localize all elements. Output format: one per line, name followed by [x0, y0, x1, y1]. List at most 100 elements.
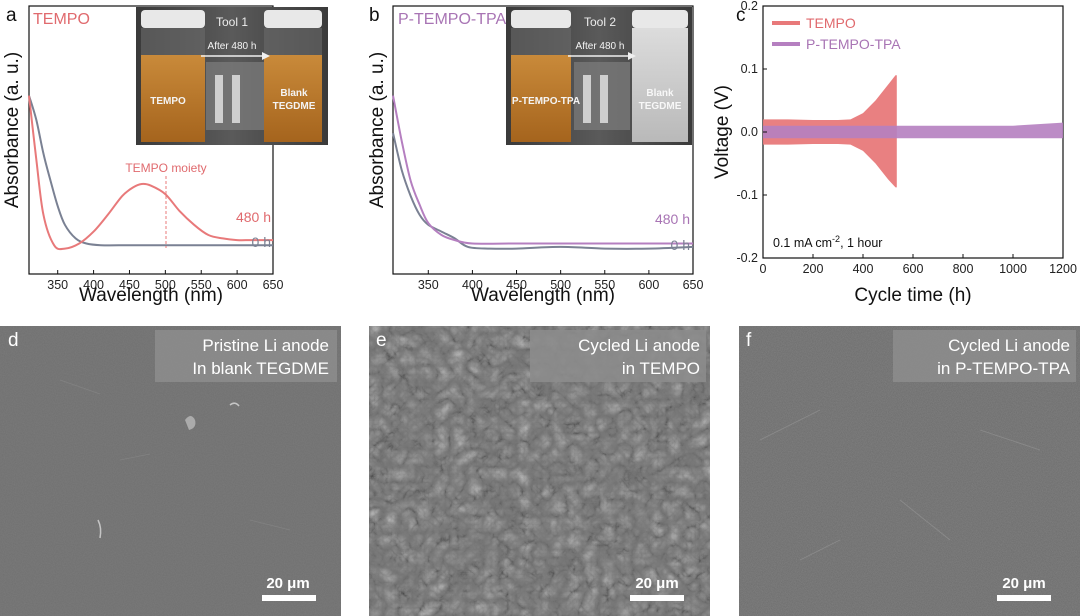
x-axis-title-c: Cycle time (h)	[854, 285, 971, 306]
x-tick-label-c: 600	[903, 262, 924, 276]
x-tick-label-b: 350	[418, 278, 439, 292]
panel-f: Cycled Li anode in P-TEMPO-TPA f 20 μm	[739, 326, 1080, 616]
photo-label-tempo: TEMPO	[150, 96, 186, 107]
y-tick-label-c: 0.2	[741, 0, 758, 13]
x-tick-label-b: 500	[550, 278, 571, 292]
vial-blank-tegdme-b	[632, 28, 688, 142]
panel-letter-f: f	[746, 330, 752, 351]
vial-blank-tegdme	[264, 55, 322, 142]
scale-bar-d	[262, 595, 316, 601]
scale-bar-e	[630, 595, 684, 601]
panel-letter-c: c	[736, 5, 746, 26]
annotation-tempo-moiety: TEMPO moiety	[125, 161, 206, 175]
photo-arrow-label-b: After 480 h	[576, 41, 625, 52]
legend-label-tempo: TEMPO	[806, 15, 856, 31]
x-axis-title-b: Wavelength (nm)	[471, 285, 615, 306]
panel-a-chart-marks: 350 400 450 500 550 600 650	[28, 95, 284, 292]
panel-c-chart-marks: 0 200 400 600 800 1000 1200 -0.2 -0.1 0.0 0.1 0.2	[736, 0, 1076, 276]
photo-label-blank: Blank	[280, 88, 308, 99]
panel-letter-d: d	[8, 330, 19, 351]
panel-d: Pristine Li anode In blank TEGDME d 20 μ…	[0, 326, 341, 616]
x-tick-label-c: 200	[803, 262, 824, 276]
x-tick-label-a: 650	[263, 278, 284, 292]
x-tick-label-a: 350	[47, 278, 68, 292]
sem-label-d-line2: In blank TEGDME	[192, 359, 329, 378]
vial-tempo	[141, 55, 205, 142]
sem-label-e-line1: Cycled Li anode	[578, 336, 700, 355]
x-tick-label-a: 550	[191, 278, 212, 292]
sem-label-e-line2: in TEMPO	[622, 359, 700, 378]
panel-b: b P-TEMPO-TPA Tool 2 After 480 h P-TEMPO…	[367, 5, 703, 306]
sem-label-f-line1: Cycled Li anode	[948, 336, 1070, 355]
sem-label-d-line1: Pristine Li anode	[202, 336, 329, 355]
x-tick-label-b: 450	[506, 278, 527, 292]
y-axis-title-c: Voltage (V)	[712, 85, 733, 179]
sem-label-f-line2: in P-TEMPO-TPA	[937, 359, 1071, 378]
y-tick-label-c: -0.1	[736, 188, 758, 202]
y-tick-label-c: -0.2	[736, 251, 758, 265]
sem-label-box-e	[530, 330, 706, 382]
label-0h-a: 0 h	[252, 234, 271, 250]
x-tick-label-b: 600	[638, 278, 659, 292]
photo-label-ptempo: P-TEMPO-TPA	[512, 96, 580, 107]
photo-label-blank-b: Blank	[646, 88, 674, 99]
panel-b-legend: P-TEMPO-TPA	[398, 11, 506, 28]
vial-cap-right	[264, 10, 322, 28]
photo-arrow-label: After 480 h	[208, 41, 257, 52]
panel-letter-b: b	[369, 5, 380, 26]
x-tick-label-c: 400	[853, 262, 874, 276]
x-tick-label-b: 400	[462, 278, 483, 292]
condition-tail: , 1 hour	[840, 236, 882, 250]
x-tick-label-c: 800	[953, 262, 974, 276]
panel-b-chart-marks: 350 400 450 500 550 600 650	[392, 95, 704, 292]
series-line-a-480h	[28, 95, 273, 251]
series-line-b-0h	[392, 132, 694, 250]
vial-cap-left	[141, 10, 205, 28]
scale-bar-f	[997, 595, 1051, 601]
series-line-b-480h	[392, 95, 694, 245]
scale-label-d: 20 μm	[266, 575, 309, 592]
x-tick-label-a: 450	[119, 278, 140, 292]
photo-title-tool1: Tool 1	[216, 15, 248, 29]
photo-label-tegdme-b: TEGDME	[639, 101, 682, 112]
photo-title-tool2: Tool 2	[584, 15, 616, 29]
panel-a-inset-photo: Tool 1 After 480 h TEMPO Blank TEGDME	[136, 7, 328, 145]
x-tick-label-c: 1200	[1049, 262, 1077, 276]
vial-ptempo	[511, 55, 571, 142]
panel-b-inset-photo: Tool 2 After 480 h P-TEMPO-TPA Blank TEG…	[506, 7, 692, 145]
label-480h-a: 480 h	[236, 209, 271, 225]
vial-cap-left-b	[511, 10, 571, 28]
y-tick-label-c: 0.0	[741, 125, 758, 139]
series-band-ptempo	[763, 122, 1063, 139]
sem-label-box-f	[893, 330, 1076, 382]
panel-c: c 0 200 400 600 800 1000 1200 -0.2 -0.1 0.0 0.1 0.2…	[712, 0, 1077, 306]
photo-label-tegdme: TEGDME	[273, 101, 316, 112]
x-tick-label-c: 1000	[999, 262, 1027, 276]
x-tick-label-a: 500	[155, 278, 176, 292]
condition-main: 0.1 mA cm	[773, 236, 832, 250]
x-tick-label-b: 650	[683, 278, 704, 292]
y-axis-title-b: Absorbance (a. u.)	[367, 52, 388, 208]
condition-sup: -2	[832, 234, 840, 244]
label-480h-b: 480 h	[655, 211, 690, 227]
panel-b-plot-frame	[392, 5, 694, 275]
x-tick-label-b: 550	[594, 278, 615, 292]
panel-letter-a: a	[6, 5, 17, 26]
photo-arrow-head-b	[628, 52, 636, 60]
scale-label-e: 20 μm	[635, 575, 678, 592]
condition-text: 0.1 mA cm-2, 1 hour	[773, 234, 882, 250]
x-axis-title-a: Wavelength (nm)	[79, 285, 223, 306]
x-tick-label-a: 600	[227, 278, 248, 292]
panel-a: a TEMPO Tool 1 After 480 h TEMPO Blank T…	[2, 5, 328, 306]
x-tick-label-a: 400	[83, 278, 104, 292]
label-0h-b: 0 h	[671, 237, 690, 253]
vial-cap-right-b	[632, 10, 688, 28]
scale-label-f: 20 μm	[1002, 575, 1045, 592]
y-axis-title-a: Absorbance (a. u.)	[2, 52, 23, 208]
photo-arrow-head	[262, 52, 270, 60]
panel-e: Cycled Li anode in TEMPO e 20 μm	[369, 326, 710, 616]
panel-letter-e: e	[376, 330, 387, 351]
x-tick-label-c: 0	[760, 262, 767, 276]
panel-a-legend: TEMPO	[33, 11, 90, 28]
